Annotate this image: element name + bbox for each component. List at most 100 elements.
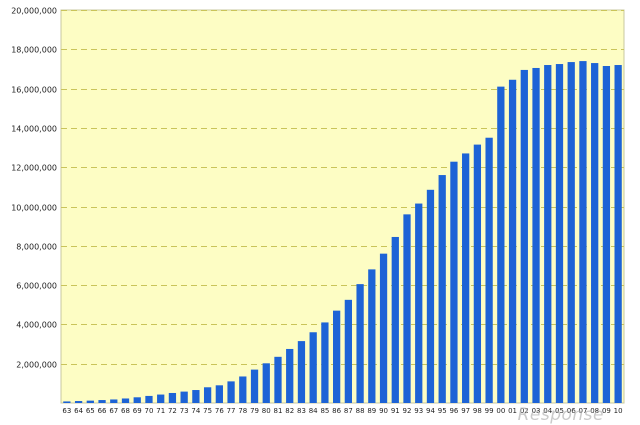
x-tick-label: 82 — [285, 407, 294, 415]
bar — [309, 332, 317, 403]
bar — [86, 400, 94, 403]
x-tick-label: 84 — [309, 407, 318, 415]
x-tick-label: 68 — [121, 407, 130, 415]
x-tick-label: 70 — [145, 407, 154, 415]
bar — [168, 392, 177, 403]
x-tick-label: 80 — [262, 407, 271, 415]
x-tick-label: 98 — [473, 407, 482, 415]
watermark-logo: Response — [518, 405, 604, 425]
x-tick-label: 09 — [602, 407, 611, 415]
bar — [614, 65, 622, 404]
x-tick-label: 99 — [485, 407, 494, 415]
bar — [438, 175, 446, 403]
x-tick-label: 77 — [227, 407, 236, 415]
y-axis: 2,000,000 4,000,000 6,000,000 8,000,000 10,0… — [11, 7, 57, 370]
bar — [544, 65, 552, 404]
gridlines — [61, 10, 624, 365]
x-tick-label: 97 — [461, 407, 470, 415]
bar — [74, 401, 83, 403]
y-tick-label: 4,000,000 — [16, 321, 57, 330]
x-tick-label: 72 — [168, 407, 177, 415]
x-tick-label: 10 — [614, 407, 623, 415]
bar — [579, 61, 587, 404]
bar — [379, 253, 388, 403]
x-tick-label: 04 — [543, 407, 552, 415]
bar — [591, 63, 599, 404]
x-tick-label: 88 — [356, 407, 365, 415]
y-tick-label: 14,000,000 — [11, 125, 57, 134]
bar — [297, 341, 306, 403]
x-tick-label: 81 — [274, 407, 283, 415]
bar — [286, 348, 294, 403]
x-tick-label: 00 — [496, 407, 505, 415]
bar — [391, 236, 399, 403]
bar — [145, 395, 153, 403]
bar — [485, 137, 493, 403]
x-tick-label: 89 — [367, 407, 376, 415]
x-tick-label: 02 — [520, 407, 529, 415]
bar — [532, 67, 540, 403]
bar — [567, 62, 575, 403]
bar — [215, 385, 223, 403]
x-tick-label: 93 — [414, 407, 423, 415]
bar — [157, 394, 165, 403]
bar — [250, 369, 259, 403]
bar — [344, 299, 352, 403]
x-tick-label: 91 — [391, 407, 400, 415]
x-tick-label: 92 — [403, 407, 412, 415]
bar — [63, 401, 71, 403]
bar — [450, 161, 458, 403]
x-tick-label: 78 — [238, 407, 247, 415]
x-tick-label: 05 — [555, 407, 564, 415]
bar — [403, 214, 411, 403]
plot-area — [60, 9, 625, 404]
y-tick-label: 12,000,000 — [11, 164, 57, 173]
y-tick-label: 20,000,000 — [11, 7, 57, 16]
bar — [274, 356, 282, 403]
bar — [110, 399, 118, 403]
x-tick-label: 75 — [203, 407, 212, 415]
x-tick-label: 64 — [74, 407, 83, 415]
x-tick-label: 73 — [180, 407, 189, 415]
x-tick-label: 95 — [438, 407, 447, 415]
bars — [63, 61, 622, 404]
bar — [426, 189, 435, 403]
x-tick-label: 87 — [344, 407, 353, 415]
x-tick-label: 03 — [532, 407, 541, 415]
x-tick-label: 65 — [86, 407, 95, 415]
x-axis: 63 64 65 66 67 68 69 70 71 72 73 74 75 76 77 78 79 80 81 82… — [62, 407, 622, 415]
y-tick-label: 8,000,000 — [16, 243, 57, 252]
x-tick-label: 85 — [320, 407, 329, 415]
bar — [462, 153, 470, 403]
bar — [415, 203, 423, 403]
y-tick-label: 18,000,000 — [11, 46, 57, 55]
bar — [180, 391, 188, 403]
x-tick-label: 07 — [578, 407, 587, 415]
x-tick-label: 06 — [567, 407, 576, 415]
bar — [262, 363, 270, 403]
bar — [133, 397, 141, 403]
x-tick-label: 94 — [426, 407, 435, 415]
x-tick-label: 86 — [332, 407, 341, 415]
bar — [192, 390, 200, 403]
bar — [508, 79, 517, 403]
bar — [227, 381, 235, 403]
x-tick-label: 69 — [133, 407, 142, 415]
bar — [321, 322, 329, 403]
x-tick-label: 79 — [250, 407, 259, 415]
x-tick-label: 63 — [62, 407, 71, 415]
y-tick-label: 10,000,000 — [11, 204, 57, 213]
bar — [602, 66, 611, 403]
x-tick-label: 96 — [449, 407, 458, 415]
bar — [497, 86, 505, 403]
bar — [121, 398, 130, 403]
x-tick-label: 90 — [379, 407, 388, 415]
x-tick-label: 66 — [98, 407, 107, 415]
bar — [368, 269, 376, 403]
x-tick-label: 83 — [297, 407, 306, 415]
x-tick-label: 71 — [156, 407, 165, 415]
bar — [333, 310, 341, 403]
x-tick-label: 67 — [109, 407, 118, 415]
